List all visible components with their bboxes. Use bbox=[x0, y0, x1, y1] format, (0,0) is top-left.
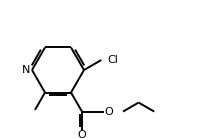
Text: O: O bbox=[105, 107, 113, 117]
Text: Cl: Cl bbox=[107, 55, 118, 65]
Text: O: O bbox=[78, 130, 86, 138]
Text: N: N bbox=[22, 65, 30, 75]
